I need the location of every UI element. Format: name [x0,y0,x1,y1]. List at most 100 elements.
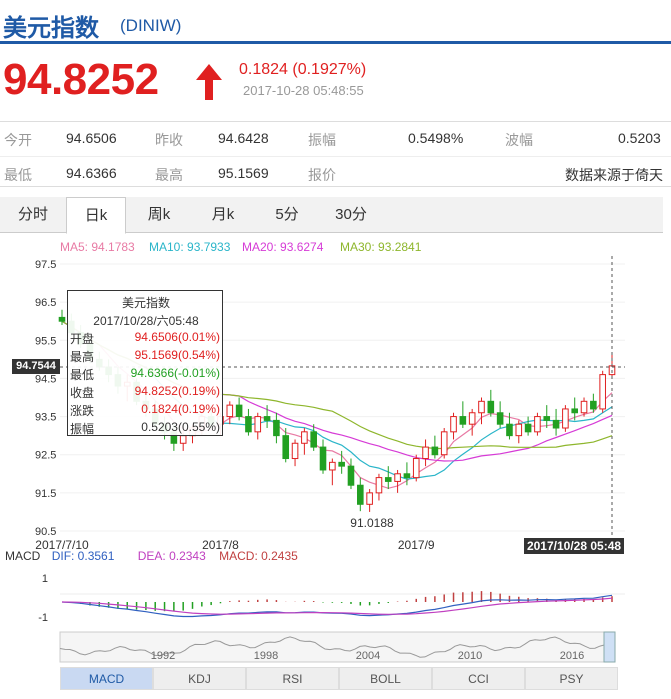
stat-value: 0.5203 [618,130,661,146]
macd-tick-label: -1 [38,612,48,624]
macd-value: MACD: 0.2435 [219,549,298,563]
candle-body [263,416,271,421]
candle-body [496,412,504,425]
quote-time: 2017-10-28 05:48:55 [243,83,364,98]
candle-body [384,477,392,482]
x-tick-label: 2017/8 [202,538,239,552]
candle-body [226,404,234,418]
overview-year-label: 1998 [254,650,278,662]
overview-year-label: 2016 [560,650,584,662]
x-tick-label: 2017/7/10 [35,538,89,552]
stat-label: 昨收 [155,132,183,148]
candle-body [319,446,327,471]
overview-year-label: 2004 [356,650,380,662]
crosshair-price-badge: 94.7544 [12,359,60,374]
y-tick-label: 94.5 [35,373,56,385]
tab-macd[interactable]: MACD [60,667,153,690]
stat-label: 最高 [155,167,183,183]
candle-body [329,461,336,471]
data-source: 数据来源于倚天 [565,167,663,183]
tab-monthly-k[interactable]: 月k [211,206,235,223]
candle-body [515,423,523,437]
candle-body [506,423,513,437]
y-tick-label: 97.5 [35,259,56,271]
stat-label: 波幅 [505,132,533,148]
candle-body [599,374,606,410]
tab-intraday[interactable]: 分时 [17,206,48,223]
tooltip-value: 94.8252(0.19%) [134,384,220,398]
overview-line [59,636,611,658]
candle-body [347,465,355,486]
ohlc-tooltip: 美元指数 2017/10/28/六05:48 开盘 94.6506(0.01%) … [67,290,223,436]
stats-row: 最低 94.6366 最高 95.1569 报价 数据来源于倚天 [0,156,671,188]
macd-dif: DIF: 0.3561 [51,549,115,563]
tab-cci[interactable]: CCI [432,667,525,690]
candle-body [431,446,439,456]
candle-body [422,446,429,460]
candle-body [394,473,401,482]
stat-label: 报价 [308,167,336,183]
tab-boll[interactable]: BOLL [339,667,432,690]
tooltip-label: 收盘 [70,386,95,400]
tooltip-value: 94.6366(-0.01%) [130,366,220,380]
symbol-code: (DINIW) [120,16,182,35]
current-price: 94.8252 [3,55,159,104]
overview-navigator[interactable] [59,631,616,663]
candle-body [571,408,579,414]
tooltip-label: 振幅 [70,422,95,436]
candle-body [478,400,485,414]
tooltip-label: 开盘 [70,332,95,346]
tab-psy[interactable]: PSY [525,667,618,690]
candle-body [590,400,597,410]
candle-body [552,419,560,429]
candle-body [58,316,66,322]
candle-body [357,484,364,505]
tooltip-row: 最低 94.6366(-0.01%) [70,366,222,383]
candle-body [562,408,569,429]
ma10-legend: MA10: 93.7933 [149,240,231,254]
indicator-tabs: MACD KDJ RSI BOLL CCI PSY [60,667,620,690]
candle-body [468,412,476,425]
candle-body [412,458,420,479]
up-arrow-icon [196,64,222,100]
tooltip-row: 收盘 94.8252(0.19%) [70,384,222,401]
tab-rsi[interactable]: RSI [246,667,339,690]
tooltip-label: 最低 [70,368,95,382]
tooltip-row: 振幅 0.5203(0.55%) [70,420,222,437]
tooltip-date: 2017/10/28/六05:48 [93,314,199,328]
price-change: 0.1824 (0.1927%) [239,61,367,78]
candle-body [282,435,290,460]
overview-handle[interactable] [603,631,616,663]
candle-body [440,431,448,456]
stat-value: 94.6506 [66,130,117,146]
ma20-legend: MA20: 93.6274 [242,240,324,254]
y-tick-label: 96.5 [35,297,56,309]
candle-body [580,400,588,414]
stat-label: 振幅 [308,132,336,148]
tooltip-title: 美元指数 [121,296,170,310]
candle-body [524,423,532,433]
candle-body [245,416,252,433]
tab-30min[interactable]: 30分 [335,206,367,223]
candle-body [235,404,243,418]
candle-body [310,431,317,448]
min-price-label: 91.0188 [350,516,394,530]
candle-body [450,416,457,433]
tab-kdj[interactable]: KDJ [153,667,246,690]
y-tick-label: 90.5 [35,526,56,538]
candle-body [366,492,373,505]
y-tick-label: 91.5 [35,488,56,500]
stat-label: 今开 [4,132,32,148]
page-title: 美元指数 [3,15,99,42]
tab-daily-k[interactable]: 日k [66,197,126,234]
y-tick-label: 93.5 [35,412,56,424]
tooltip-label: 涨跌 [70,404,95,418]
ma30-legend: MA30: 93.2841 [340,240,422,254]
stats-table: 今开 94.6506 昨收 94.6428 振幅 0.5498% 波幅 0.52… [0,121,671,187]
x-tick-label: 2017/9 [398,538,435,552]
tooltip-value: 0.1824(0.19%) [141,402,220,416]
tab-5min[interactable]: 5分 [275,206,299,223]
overview-year-label: 1992 [151,650,175,662]
tab-weekly-k[interactable]: 周k [147,206,171,223]
candle-body [254,416,262,433]
